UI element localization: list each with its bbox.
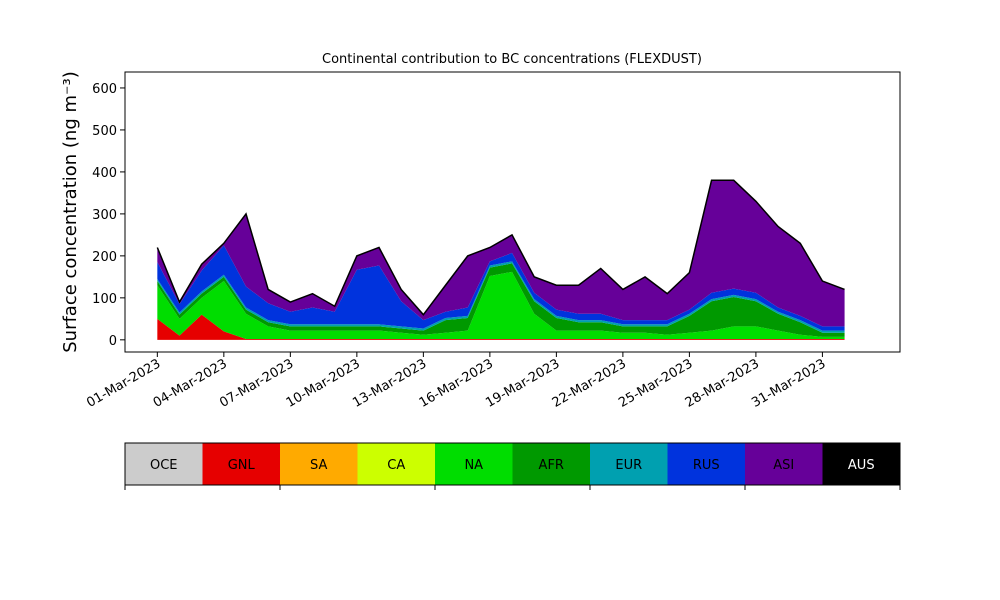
x-tick-label: 01-Mar-2023	[84, 356, 163, 410]
plot-frame	[124, 71, 901, 353]
legend-swatch	[202, 443, 280, 485]
area	[157, 314, 845, 340]
legend-swatch	[745, 443, 823, 485]
legend-swatch	[667, 443, 745, 485]
legend-swatch	[357, 443, 435, 485]
legend-label: ASI	[773, 458, 794, 473]
y-tick-label: 600	[92, 82, 117, 97]
legend-label: SA	[310, 458, 327, 473]
area	[157, 263, 845, 337]
x-tick-label: 28-Mar-2023	[683, 356, 762, 410]
y-tick-label: 300	[92, 208, 117, 223]
x-tick-label: 16-Mar-2023	[417, 356, 496, 410]
x-tick-label: 04-Mar-2023	[151, 356, 230, 410]
legend-label: AUS	[848, 458, 875, 473]
x-tick-label: 19-Mar-2023	[483, 356, 562, 410]
y-axis-label: Surface concentration (ng m⁻³)	[60, 71, 81, 353]
area	[157, 271, 845, 339]
total-outline	[156, 179, 845, 316]
legend-label: NA	[464, 458, 483, 473]
x-tick-label: 07-Mar-2023	[217, 356, 296, 410]
legend-label: RUS	[693, 458, 720, 473]
legend-label: CA	[387, 458, 405, 473]
x-tick-label: 25-Mar-2023	[616, 356, 695, 410]
legend-swatch	[822, 443, 900, 485]
y-tick-label: 200	[92, 250, 117, 265]
y-tick-label: 500	[92, 124, 117, 139]
legend-swatch	[435, 443, 513, 485]
legend-swatch	[280, 443, 358, 485]
legend-swatch	[512, 443, 590, 485]
chart-title: Continental contribution to BC concentra…	[322, 52, 702, 67]
legend-label: EUR	[615, 458, 642, 473]
x-tick-label: 31-Mar-2023	[749, 356, 828, 410]
area	[157, 180, 845, 327]
y-tick-label: 0	[109, 334, 117, 349]
x-tick-label: 10-Mar-2023	[284, 356, 363, 410]
legend-swatch	[125, 443, 203, 485]
legend-frame	[124, 442, 901, 486]
area	[157, 245, 845, 331]
legend-swatch	[590, 443, 668, 485]
x-tick-label: 13-Mar-2023	[350, 356, 429, 410]
legend-label: OCE	[150, 458, 178, 473]
legend-label: GNL	[228, 458, 256, 473]
legend-label: AFR	[539, 458, 564, 473]
y-tick-label: 400	[92, 166, 117, 181]
y-tick-label: 100	[92, 292, 117, 307]
x-tick-label: 22-Mar-2023	[550, 356, 629, 410]
